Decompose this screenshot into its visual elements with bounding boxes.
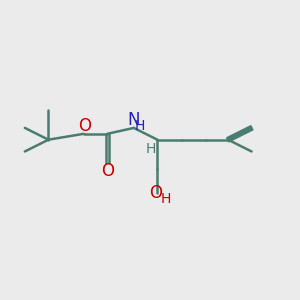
Text: H: H	[135, 119, 146, 134]
Text: O: O	[149, 184, 162, 202]
Text: O: O	[78, 117, 91, 135]
Text: H: H	[146, 142, 156, 155]
Text: O: O	[101, 162, 114, 180]
Text: N: N	[127, 111, 140, 129]
Text: H: H	[161, 192, 171, 206]
